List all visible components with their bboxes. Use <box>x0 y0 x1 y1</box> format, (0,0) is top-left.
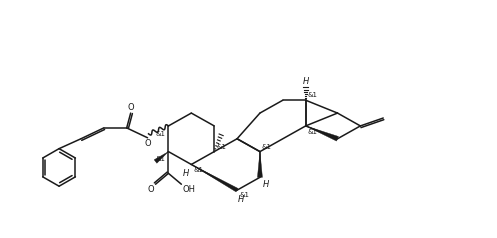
Text: &1: &1 <box>156 156 166 162</box>
Polygon shape <box>306 126 338 141</box>
Polygon shape <box>191 164 238 192</box>
Text: O: O <box>144 139 151 148</box>
Text: OH: OH <box>182 185 195 194</box>
Text: &1: &1 <box>308 129 318 135</box>
Text: H: H <box>263 180 269 189</box>
Text: &1: &1 <box>262 144 272 150</box>
Text: H: H <box>183 169 189 178</box>
Text: &1: &1 <box>239 192 249 198</box>
Polygon shape <box>154 152 168 163</box>
Text: H: H <box>238 195 245 204</box>
Text: &1: &1 <box>193 167 203 174</box>
Text: &1: &1 <box>156 131 166 137</box>
Text: O: O <box>148 185 155 194</box>
Text: O: O <box>127 103 134 112</box>
Text: &1: &1 <box>308 92 318 98</box>
Text: &1: &1 <box>216 144 226 150</box>
Polygon shape <box>257 152 262 177</box>
Text: H: H <box>303 77 309 86</box>
